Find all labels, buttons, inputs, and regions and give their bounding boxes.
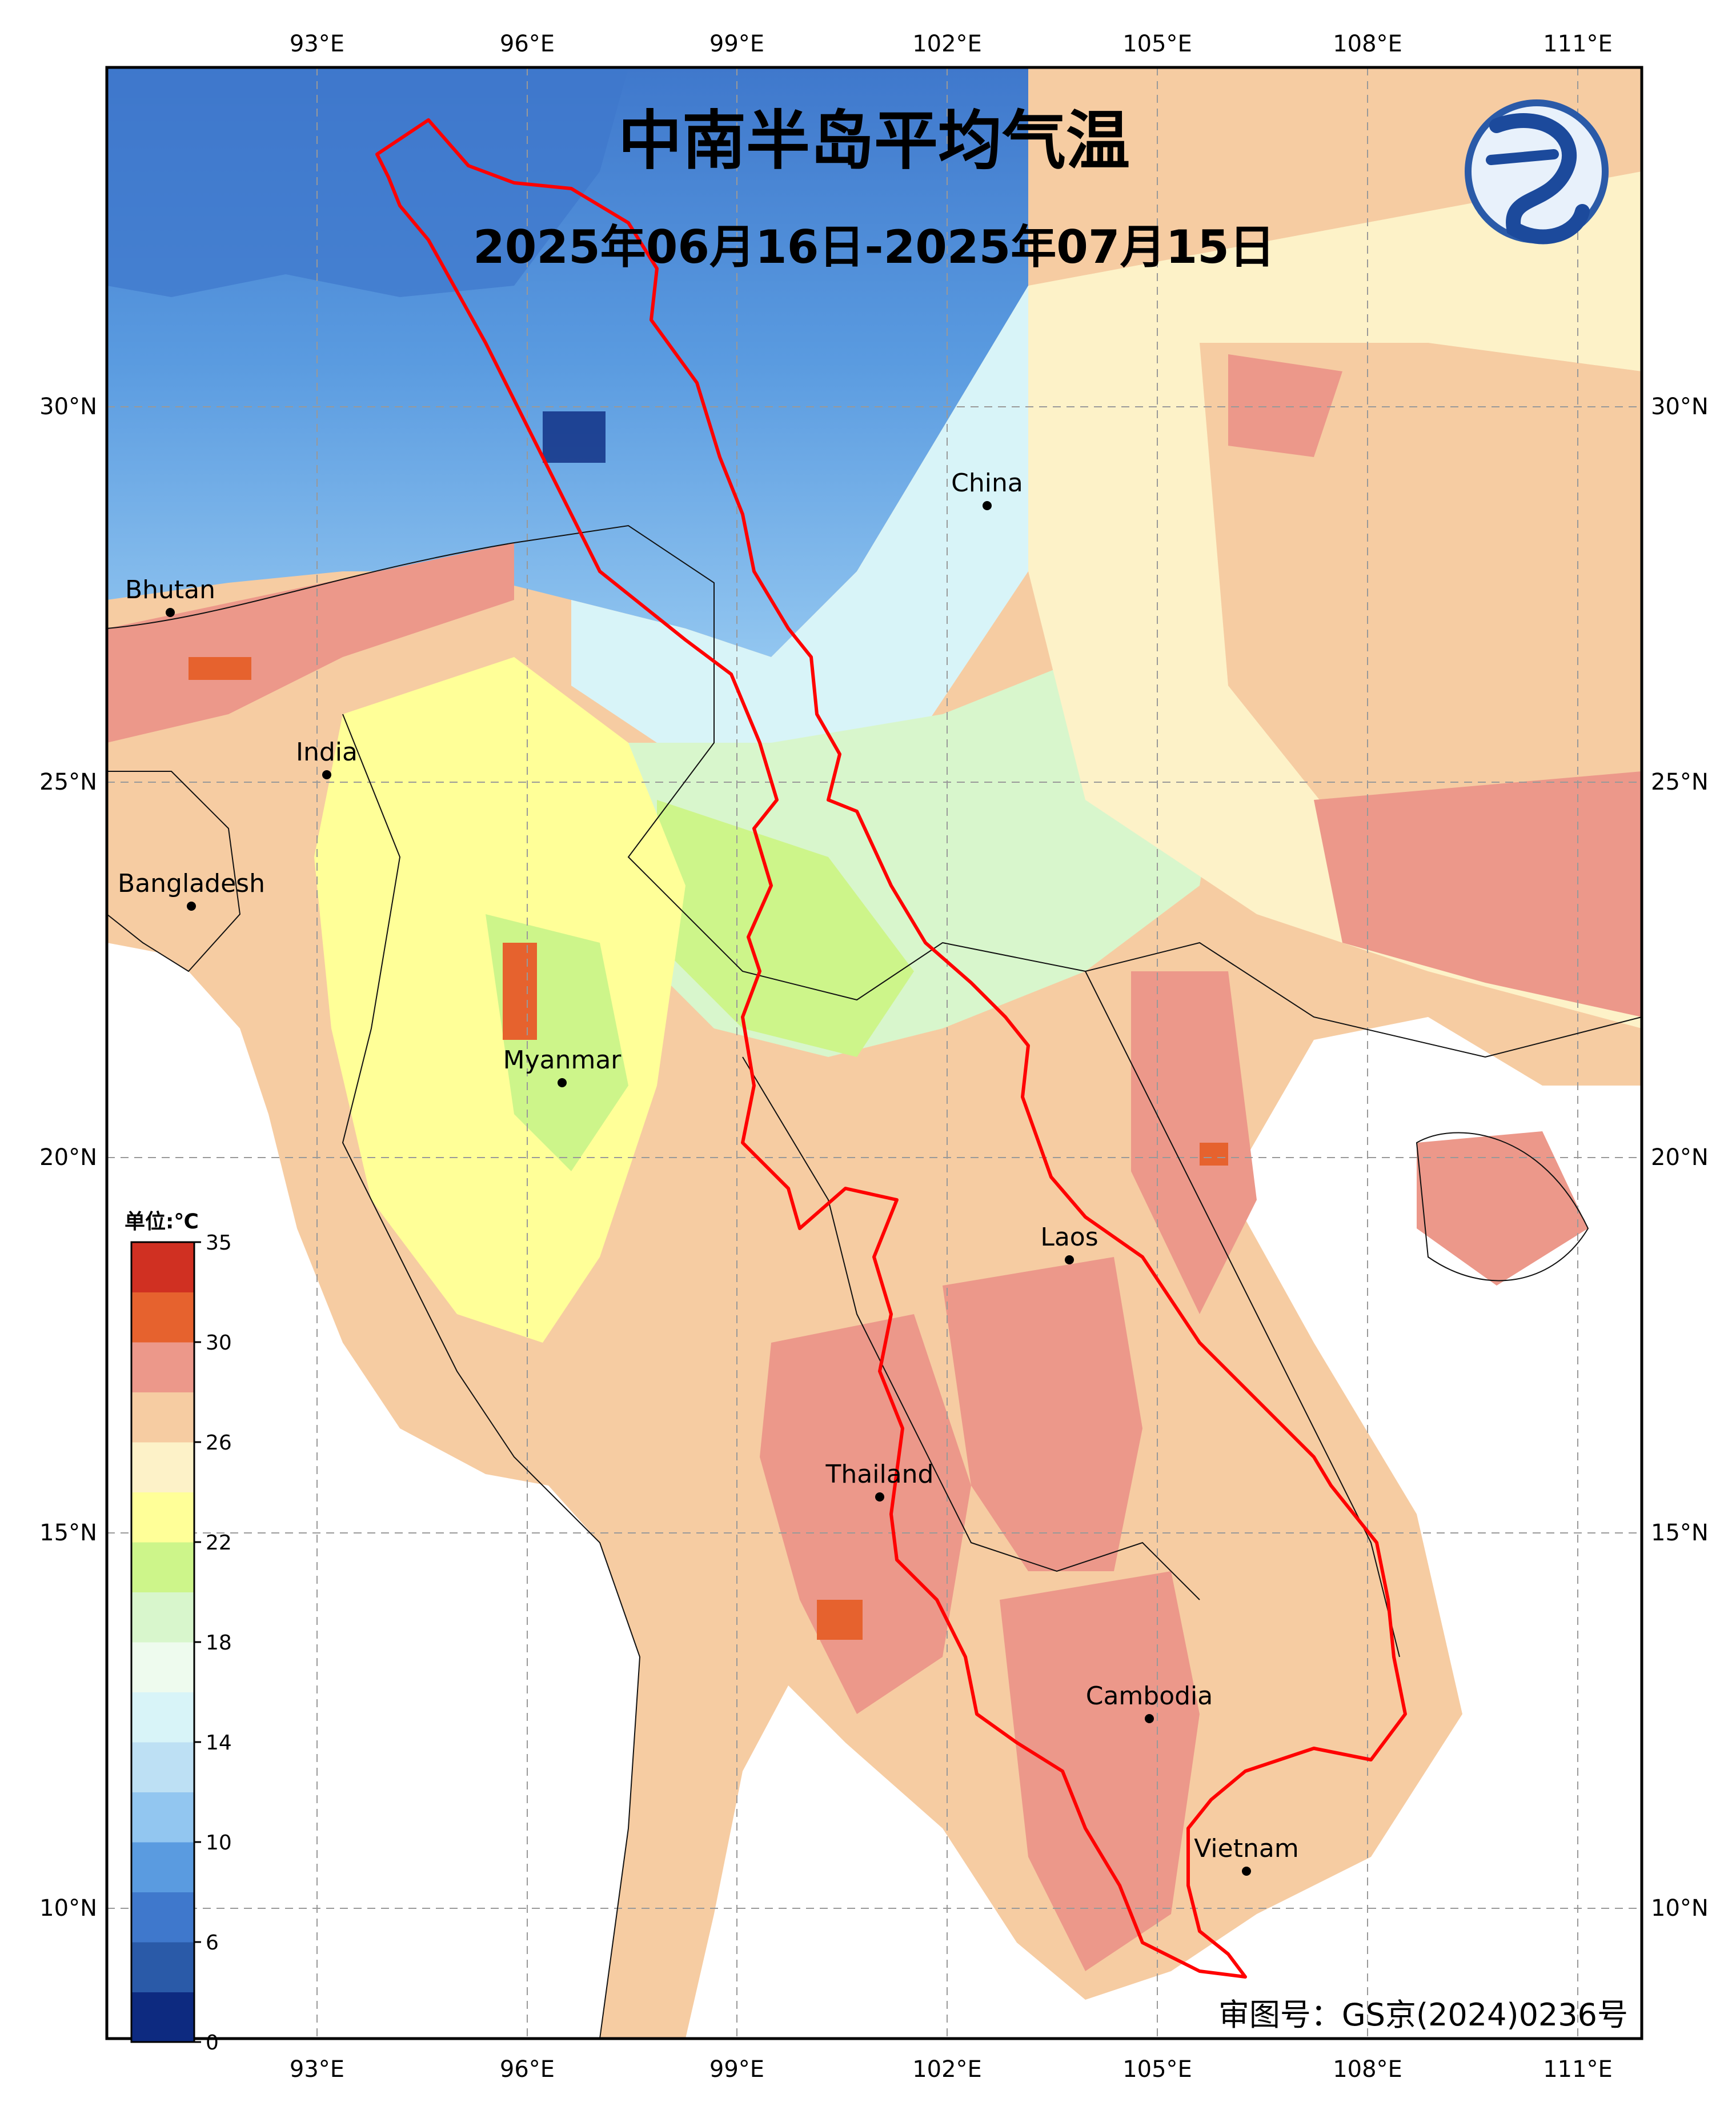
svg-text:111°E: 111°E — [1543, 31, 1613, 57]
svg-text:102°E: 102°E — [912, 2056, 982, 2083]
svg-text:30°N: 30°N — [39, 394, 97, 420]
svg-text:108°E: 108°E — [1333, 2056, 1402, 2083]
svg-text:93°E: 93°E — [290, 2056, 344, 2083]
colorbar-bands — [131, 1242, 194, 2043]
svg-text:Myanmar: Myanmar — [503, 1046, 622, 1075]
svg-text:Thailand: Thailand — [825, 1460, 934, 1489]
colorbar-band — [131, 1492, 194, 1543]
svg-text:Bangladesh: Bangladesh — [118, 869, 265, 898]
svg-text:20°N: 20°N — [39, 1144, 97, 1171]
svg-text:96°E: 96°E — [500, 2056, 555, 2083]
colorbar-unit-label: 单位:℃ — [125, 1210, 199, 1234]
lon-ticks-top: 93°E 96°E 99°E 102°E 105°E 108°E 111°E — [290, 31, 1613, 57]
svg-text:10°N: 10°N — [39, 1895, 97, 1921]
colorbar: 单位:℃ 35 30 26 22 18 14 10 6 0 — [114, 1200, 251, 2055]
svg-text:20°N: 20°N — [1651, 1144, 1709, 1171]
svg-text:93°E: 93°E — [290, 31, 344, 57]
map-title: 中南半岛平均气温 — [618, 104, 1130, 178]
svg-text:15°N: 15°N — [1651, 1520, 1709, 1546]
svg-text:105°E: 105°E — [1122, 2056, 1192, 2083]
colorbar-band — [131, 1392, 194, 1443]
svg-text:99°E: 99°E — [709, 2056, 764, 2083]
svg-text:25°N: 25°N — [1651, 769, 1709, 795]
colorbar-band — [131, 1842, 194, 1892]
colorbar-band — [131, 1342, 194, 1392]
colorbar-tick-label: 6 — [206, 1931, 219, 1955]
colorbar-band — [131, 1892, 194, 1943]
cma-logo-icon — [1468, 103, 1605, 240]
colorbar-tick-label: 35 — [206, 1231, 232, 1255]
colorbar-band — [131, 1992, 194, 2043]
colorbar-band — [131, 1742, 194, 1792]
colorbar-band — [131, 1542, 194, 1592]
lat-ticks-left: 30°N 25°N 20°N 15°N 10°N — [39, 394, 97, 1921]
approval-number: 审图号：GS京(2024)0236号 — [1218, 1997, 1628, 2033]
svg-text:111°E: 111°E — [1543, 2056, 1613, 2083]
svg-text:Vietnam: Vietnam — [1194, 1834, 1298, 1863]
svg-text:30°N: 30°N — [1651, 394, 1709, 420]
colorbar-tick-label: 18 — [206, 1631, 232, 1655]
svg-text:108°E: 108°E — [1333, 31, 1402, 57]
temperature-field — [107, 67, 1642, 2039]
colorbar-band — [131, 1592, 194, 1643]
lon-ticks-bottom: 93°E 96°E 99°E 102°E 105°E 108°E 111°E — [290, 2056, 1613, 2083]
lat-ticks-right: 30°N 25°N 20°N 15°N 10°N — [1651, 394, 1709, 1921]
svg-text:10°N: 10°N — [1651, 1895, 1709, 1921]
svg-text:Bhutan: Bhutan — [125, 575, 215, 604]
colorbar-band — [131, 1642, 194, 1692]
colorbar-tick-label: 0 — [206, 2031, 219, 2055]
svg-text:102°E: 102°E — [912, 31, 982, 57]
colorbar-tick-label: 14 — [206, 1731, 232, 1755]
colorbar-tick-label: 30 — [206, 1331, 232, 1355]
colorbar-band — [131, 1442, 194, 1492]
svg-text:Laos: Laos — [1040, 1223, 1098, 1252]
map-subtitle: 2025年06月16日-2025年07月15日 — [473, 221, 1275, 274]
svg-text:96°E: 96°E — [500, 31, 555, 57]
svg-text:99°E: 99°E — [709, 31, 764, 57]
colorbar-band — [131, 1242, 194, 1292]
colorbar-tick-label: 10 — [206, 1831, 232, 1855]
colorbar-tick-label: 22 — [206, 1531, 232, 1555]
colorbar-tick-label: 26 — [206, 1431, 232, 1455]
svg-text:India: India — [296, 738, 358, 767]
svg-text:15°N: 15°N — [39, 1520, 97, 1546]
colorbar-band — [131, 1942, 194, 1992]
colorbar-band — [131, 1792, 194, 1843]
svg-text:25°N: 25°N — [39, 769, 97, 795]
svg-text:Cambodia: Cambodia — [1086, 1681, 1213, 1711]
colorbar-band — [131, 1692, 194, 1743]
svg-text:China: China — [951, 469, 1023, 498]
svg-text:105°E: 105°E — [1122, 31, 1192, 57]
colorbar-band — [131, 1292, 194, 1343]
